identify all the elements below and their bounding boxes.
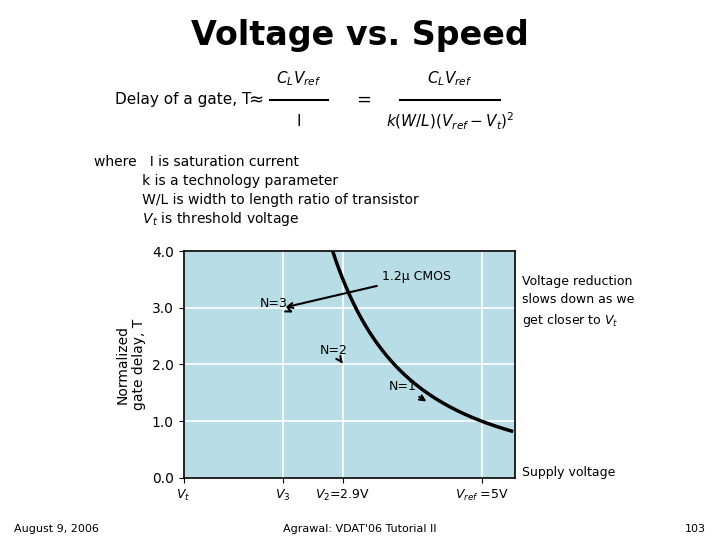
Text: Voltage vs. Speed: Voltage vs. Speed bbox=[191, 19, 529, 52]
Text: k is a technology parameter: k is a technology parameter bbox=[94, 174, 338, 188]
Text: N=2: N=2 bbox=[320, 344, 347, 362]
Text: $C_L V_{ref}$: $C_L V_{ref}$ bbox=[427, 69, 473, 87]
Text: Voltage reduction
slows down as we
get closer to $V_t$: Voltage reduction slows down as we get c… bbox=[522, 275, 634, 329]
Text: N=3: N=3 bbox=[260, 297, 291, 312]
Text: W/L is width to length ratio of transistor: W/L is width to length ratio of transist… bbox=[94, 193, 418, 207]
Text: $V_t$ is threshold voltage: $V_t$ is threshold voltage bbox=[94, 210, 299, 228]
Text: August 9, 2006: August 9, 2006 bbox=[14, 523, 99, 534]
Text: ≈: ≈ bbox=[248, 91, 264, 109]
Y-axis label: Normalized
gate delay, T: Normalized gate delay, T bbox=[116, 319, 146, 410]
Text: where   I is saturation current: where I is saturation current bbox=[94, 155, 299, 169]
Text: Agrawal: VDAT'06 Tutorial II: Agrawal: VDAT'06 Tutorial II bbox=[283, 523, 437, 534]
Text: Delay of a gate, T: Delay of a gate, T bbox=[115, 92, 251, 107]
Text: Supply voltage: Supply voltage bbox=[522, 466, 616, 479]
Text: =: = bbox=[356, 91, 371, 109]
Text: 103: 103 bbox=[685, 523, 706, 534]
Text: N=1: N=1 bbox=[389, 380, 424, 400]
Text: 1.2μ CMOS: 1.2μ CMOS bbox=[288, 270, 451, 308]
Text: $C_L V_{ref}$: $C_L V_{ref}$ bbox=[276, 69, 322, 87]
Text: $k(W/L)(V_{ref} - V_t)^2$: $k(W/L)(V_{ref} - V_t)^2$ bbox=[386, 111, 514, 132]
Text: I: I bbox=[297, 114, 301, 129]
